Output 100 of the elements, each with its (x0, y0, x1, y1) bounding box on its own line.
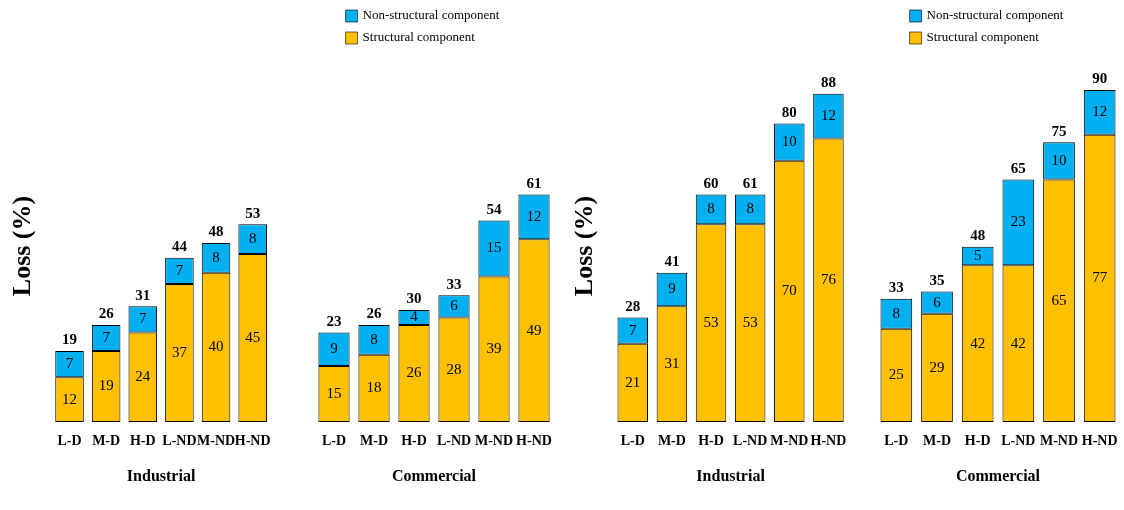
total-label: 75 (1051, 122, 1067, 139)
x-tick-label: M-ND (197, 433, 236, 449)
x-axis-title: Industrial (126, 466, 196, 484)
data-label: 21 (625, 373, 641, 390)
x-tick-label: M-ND (770, 433, 809, 449)
data-label: 40 (208, 338, 224, 355)
x-tick-label: L-D (884, 433, 909, 449)
data-label: 42 (1010, 334, 1026, 351)
x-tick-label: H-ND (810, 433, 847, 449)
total-label: 88 (820, 74, 836, 91)
data-label: 23 (1010, 213, 1026, 230)
total-label: 61 (526, 174, 542, 191)
x-axis-title: Industrial (696, 466, 766, 484)
data-label: 8 (707, 200, 715, 217)
data-label: 7 (175, 261, 184, 278)
total-label: 53 (245, 204, 261, 221)
data-label: 37 (171, 343, 188, 360)
total-label: 31 (135, 286, 151, 303)
x-tick-label: M-D (360, 433, 388, 449)
data-label: 19 (98, 377, 114, 394)
x-tick-label: M-ND (474, 433, 514, 449)
data-label: 53 (703, 314, 719, 331)
data-label: 7 (139, 310, 148, 327)
x-tick-label: L-ND (436, 433, 472, 449)
x-tick-label: H-ND (234, 433, 271, 449)
data-label: 29 (929, 358, 945, 375)
x-axis-title: Commercial (955, 466, 1041, 484)
legend-label: Non-structural component (362, 7, 500, 23)
x-tick-label: M-ND (1039, 433, 1079, 449)
data-label: 12 (62, 390, 78, 407)
x-tick-label: H-D (129, 433, 156, 449)
data-label: 45 (245, 328, 261, 345)
data-label: 8 (370, 330, 378, 347)
x-tick-label: H-ND (516, 433, 552, 449)
data-label: 76 (820, 271, 837, 288)
data-label: 65 (1051, 291, 1067, 308)
data-label: 8 (746, 200, 754, 217)
data-label: 7 (629, 321, 638, 338)
x-tick-label: L-ND (733, 433, 768, 449)
y-axis-title: Loss (%) (7, 195, 37, 297)
total-label: 44 (171, 238, 188, 255)
data-label: 77 (1092, 269, 1108, 286)
data-label: 7 (65, 355, 74, 372)
data-label: 26 (406, 364, 422, 381)
legend-label: Structural component (926, 29, 1040, 45)
data-label: 31 (664, 355, 680, 372)
data-label: 18 (366, 379, 382, 396)
data-label: 6 (450, 297, 459, 314)
data-label: 4 (410, 308, 419, 325)
x-tick-label: M-D (92, 433, 121, 449)
data-label: 7 (102, 328, 111, 345)
data-label: 12 (820, 106, 836, 123)
data-label: 49 (526, 321, 542, 338)
total-label: 28 (625, 297, 641, 314)
x-tick-label: H-D (698, 433, 724, 449)
total-label: 61 (742, 174, 758, 191)
total-label: 41 (664, 253, 680, 270)
data-label: 15 (326, 384, 342, 401)
x-tick-label: H-D (401, 433, 427, 449)
data-label: 8 (248, 230, 257, 247)
total-label: 65 (1010, 159, 1026, 176)
total-label: 26 (98, 305, 115, 322)
data-label: 70 (781, 282, 797, 299)
data-label: 12 (1092, 103, 1108, 120)
data-label: 12 (526, 207, 542, 224)
data-label: 15 (486, 239, 502, 256)
data-label: 42 (970, 334, 986, 351)
total-label: 54 (486, 200, 502, 217)
data-label: 53 (742, 314, 758, 331)
x-tick-label: L-ND (162, 433, 197, 449)
legend-label: Structural component (362, 29, 476, 45)
total-label: 33 (888, 279, 904, 296)
total-label: 30 (406, 290, 422, 307)
data-label: 10 (1051, 151, 1067, 168)
total-label: 26 (366, 305, 382, 322)
data-label: 8 (212, 248, 220, 265)
x-tick-label: H-D (964, 433, 991, 449)
x-tick-label: L-ND (1001, 433, 1036, 449)
x-tick-label: L-D (57, 433, 82, 449)
total-label: 19 (62, 331, 78, 348)
data-label: 9 (330, 340, 338, 357)
legend-label: Non-structural component (926, 7, 1064, 23)
data-label: 24 (135, 368, 151, 385)
x-tick-label: L-D (321, 433, 347, 449)
data-label: 6 (933, 293, 942, 310)
total-label: 48 (970, 227, 986, 244)
total-label: 80 (781, 103, 797, 120)
data-label: 5 (973, 246, 982, 263)
x-axis-title: Commercial (391, 466, 477, 484)
data-label: 10 (781, 133, 797, 150)
total-label: 90 (1092, 70, 1108, 87)
x-tick-label: M-D (923, 433, 951, 449)
y-axis-title: Loss (%) (569, 195, 599, 297)
data-label: 28 (446, 360, 462, 377)
data-label: 9 (668, 280, 676, 297)
total-label: 35 (929, 271, 945, 288)
total-label: 23 (326, 312, 342, 329)
x-tick-label: M-D (657, 433, 686, 449)
data-label: 25 (888, 366, 904, 383)
data-label: 8 (892, 304, 901, 321)
